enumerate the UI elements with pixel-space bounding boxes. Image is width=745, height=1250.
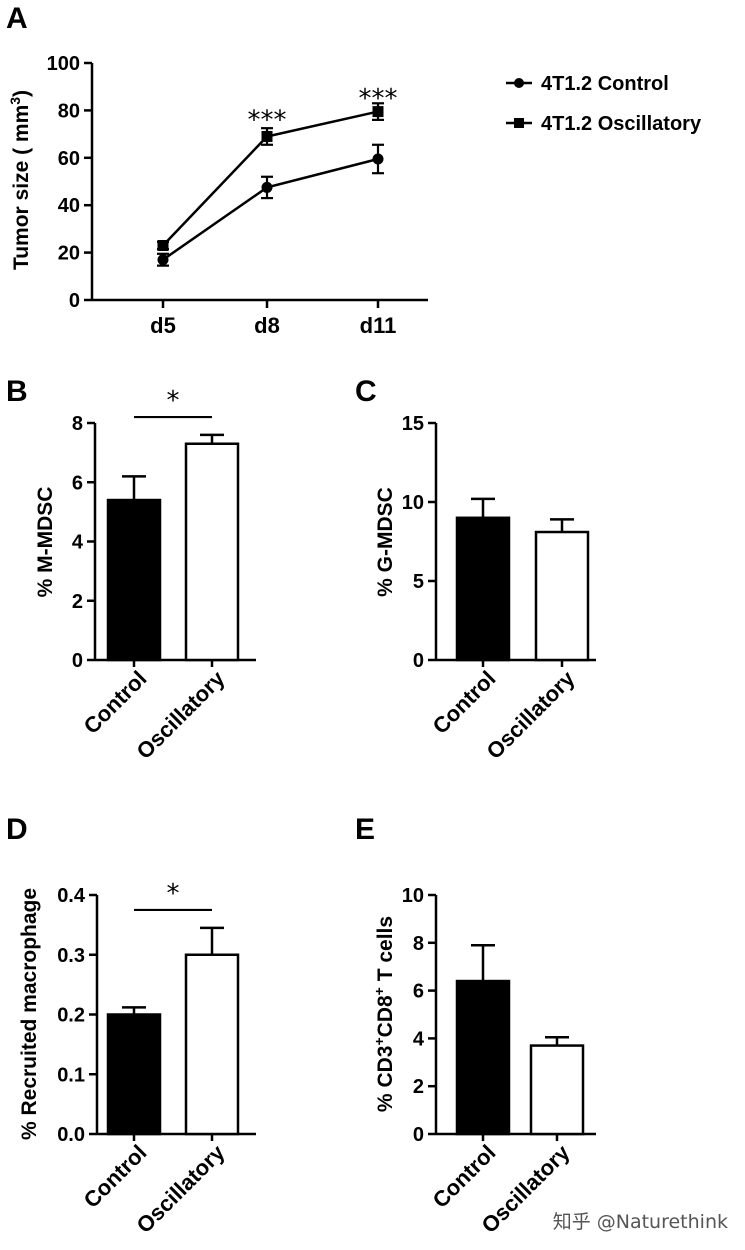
significance-star: *	[167, 386, 180, 416]
y-axis-title: % CD3+CD8+ T cells	[371, 916, 397, 1112]
legend-marker-square	[514, 118, 524, 128]
panel-a-line-chart: A 0 20 40 60 80 100 d5 d8 d11 *** *** Tumor size…	[6, 2, 702, 338]
y-axis-title: % G-MDSC	[374, 487, 397, 597]
series-line-control	[162, 157, 379, 261]
axes	[90, 63, 428, 308]
y-tick-label: 15	[402, 413, 424, 435]
bar-oscillatory	[529, 1044, 585, 1136]
legend-label-control: 4T1.2 Control	[541, 73, 669, 95]
y-tick-label: 4	[413, 1028, 425, 1050]
y-tick-label: 0.0	[57, 1124, 85, 1146]
y-tick-label: 40	[58, 195, 80, 217]
x-axis-labels: d5 d8 d11	[150, 313, 396, 338]
y-tick-label: 8	[72, 413, 83, 435]
y-tick-label: 0	[69, 290, 80, 312]
y-tick-label: 20	[58, 243, 80, 265]
y-tick-label: 60	[58, 148, 80, 170]
y-tick-label: 0	[413, 650, 424, 672]
y-tick-label: 0.4	[57, 885, 86, 907]
y-axis-ticks: 0 20 40 60 80 100	[47, 53, 92, 312]
data-point-square	[157, 239, 169, 251]
legend-marker-circle	[514, 78, 524, 88]
legend: 4T1.2 Control 4T1.2 Oscillatory	[506, 73, 702, 135]
data-point-circle	[157, 254, 169, 266]
significance-annotations: *** ***	[248, 84, 398, 135]
x-tick-label: d8	[254, 313, 280, 338]
data-point-circle	[372, 153, 384, 165]
data-point-square	[261, 130, 273, 142]
watermark-text: 知乎 @Naturethink	[553, 1211, 728, 1233]
y-tick-label: 10	[402, 492, 424, 514]
y-tick-label: 2	[72, 591, 83, 613]
data-point-square	[372, 106, 384, 118]
y-tick-label: 6	[413, 981, 424, 1003]
bar-control	[455, 516, 511, 662]
y-axis-title: Tumor size ( mm3)	[7, 90, 33, 270]
bar-oscillatory	[184, 442, 240, 662]
x-tick-label: Control	[79, 666, 152, 739]
y-tick-label: 0	[72, 650, 83, 672]
y-tick-label: 0.2	[57, 1005, 85, 1027]
bar-control	[106, 1013, 162, 1136]
y-tick-label: 80	[58, 100, 80, 122]
y-tick-label: 4	[72, 532, 84, 554]
legend-label-oscillatory: 4T1.2 Oscillatory	[541, 113, 702, 135]
x-tick-label: d11	[360, 313, 397, 338]
significance-star: *	[167, 879, 180, 909]
bar-control	[106, 498, 162, 662]
significance-stars: ***	[359, 84, 398, 114]
panel-letter-c: C	[355, 375, 377, 408]
panel-letter-e: E	[355, 813, 375, 846]
y-tick-label: 0.1	[57, 1064, 85, 1086]
y-tick-label: 8	[413, 933, 424, 955]
data-points	[157, 106, 384, 266]
panel-e-bar-chart: E % CD3+CD8+ T cells 0246810ControlOscil…	[355, 813, 596, 1238]
bar-oscillatory	[534, 530, 590, 662]
bar-control	[455, 979, 511, 1136]
panel-letter-d: D	[6, 813, 28, 846]
y-tick-label: 0	[413, 1124, 424, 1146]
x-tick-label: Control	[79, 1140, 152, 1213]
y-axis-title: % M-MDSC	[34, 487, 57, 598]
y-tick-label: 100	[47, 53, 80, 75]
panel-letter-a: A	[6, 2, 28, 35]
y-axis-title: % Recruited macrophage	[18, 888, 41, 1140]
panel-d-bar-chart: D % Recruited macrophage 0.0 0.1 0.2 0.3 0.4…	[6, 813, 256, 1238]
bar-oscillatory	[184, 953, 240, 1136]
y-tick-label: 10	[402, 885, 424, 907]
significance-stars: ***	[248, 105, 287, 135]
y-tick-label: 6	[72, 472, 83, 494]
x-tick-label: Control	[428, 666, 501, 739]
x-tick-label: Control	[428, 1140, 501, 1213]
panel-letter-b: B	[6, 375, 28, 408]
y-tick-label: 2	[413, 1076, 424, 1098]
x-tick-label: d5	[150, 313, 176, 338]
y-tick-label: 5	[413, 571, 424, 593]
y-tick-label: 0.3	[57, 945, 85, 967]
data-point-circle	[261, 181, 273, 193]
